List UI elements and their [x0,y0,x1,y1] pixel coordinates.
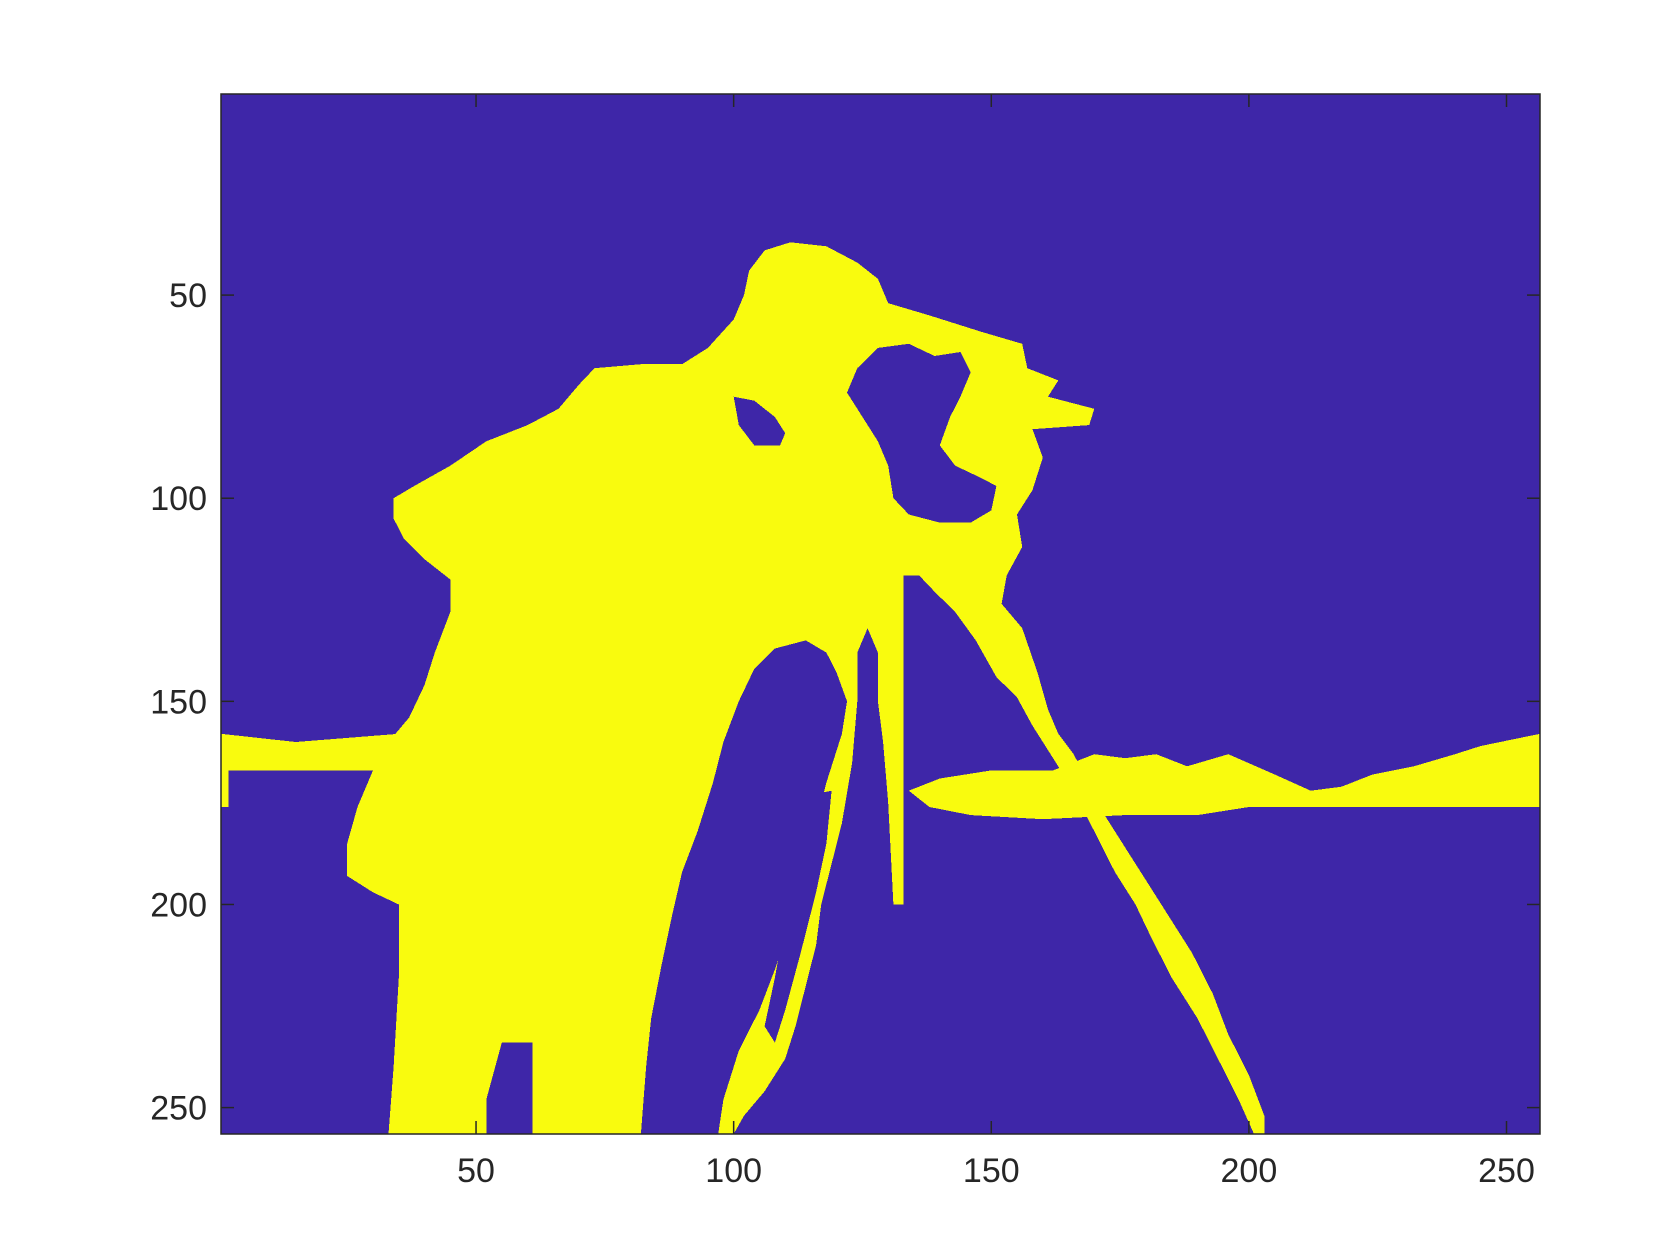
plot-area: 50 100 150 200 250 50 100 150 200 250 [150,93,1541,1190]
x-tick-label: 150 [963,1152,1020,1190]
region-horizon-band [221,733,435,807]
y-tick-label: 50 [169,277,207,315]
x-tick-label: 100 [705,1152,762,1190]
x-tick-label: 250 [1478,1152,1535,1190]
y-tick-label: 100 [150,480,207,518]
region-person [347,242,1265,1134]
region-tripod-gap-2 [857,693,878,775]
y-axis: 50 100 150 200 250 [150,277,1540,1128]
y-tick-label: 250 [150,1090,207,1128]
region-arm-gap [733,396,786,446]
x-tick-label: 200 [1221,1152,1278,1190]
y-tick-label: 150 [150,683,207,721]
region-tripod-gap-3 [764,790,832,1043]
region-face-gap [847,343,997,523]
x-tick-label: 50 [457,1152,495,1190]
region-horizon-band-right [908,733,1540,820]
y-tick-label: 200 [150,886,207,924]
x-axis: 50 100 150 200 250 [457,94,1535,1190]
heatmap-regions [221,242,1540,1134]
region-tripod-gap-1 [749,660,827,775]
axes-box [220,93,1541,1135]
